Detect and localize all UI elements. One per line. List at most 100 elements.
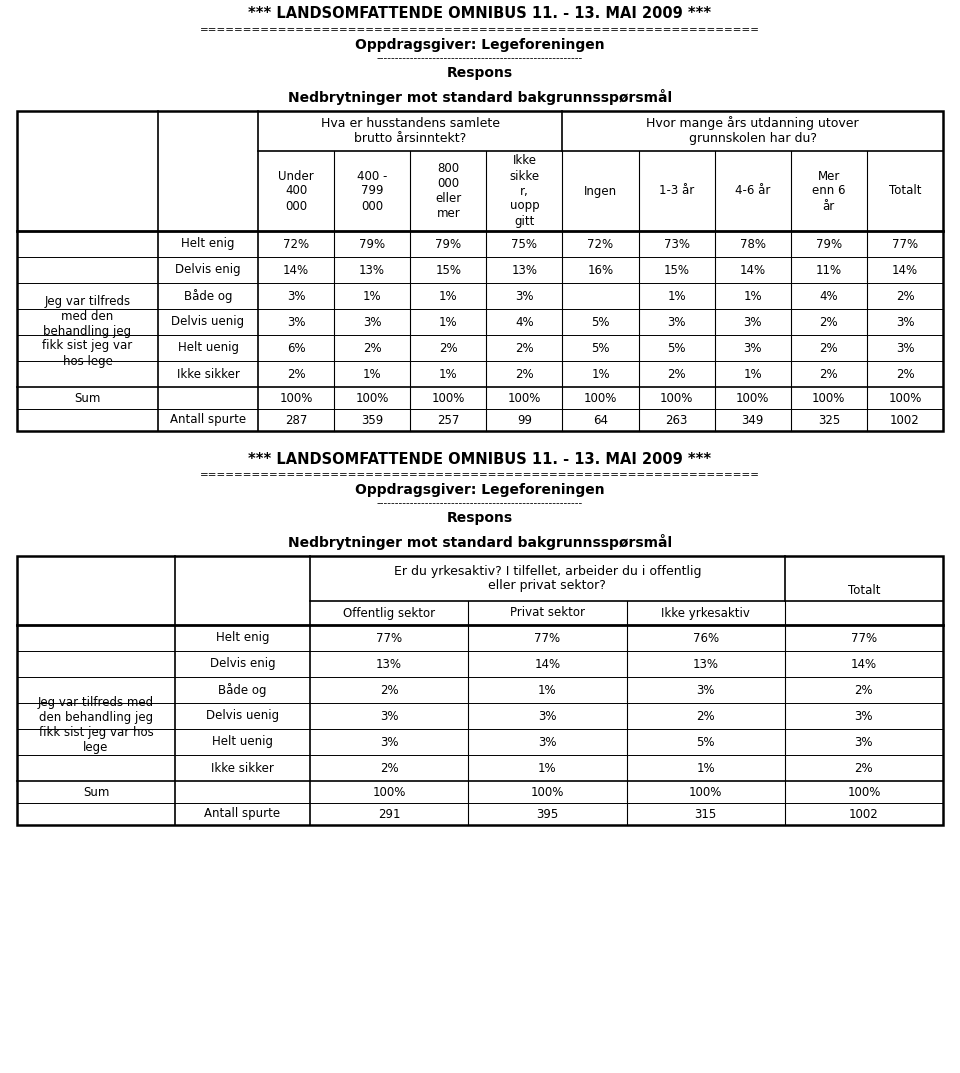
- Text: 1%: 1%: [667, 290, 686, 303]
- Text: Ingen: Ingen: [584, 185, 617, 197]
- Text: 2%: 2%: [363, 341, 381, 354]
- Text: 1%: 1%: [743, 290, 762, 303]
- Text: Nedbrytninger mot standard bakgrunnsspørsmål: Nedbrytninger mot standard bakgrunnsspør…: [288, 534, 672, 550]
- Text: Delvis uenig: Delvis uenig: [206, 709, 279, 722]
- Text: 16%: 16%: [588, 264, 613, 277]
- Text: 72%: 72%: [283, 237, 309, 250]
- Text: Antall spurte: Antall spurte: [170, 413, 246, 426]
- Text: Under
400
000: Under 400 000: [278, 170, 314, 212]
- Text: 3%: 3%: [854, 709, 874, 722]
- Text: Nedbrytninger mot standard bakgrunnsspørsmål: Nedbrytninger mot standard bakgrunnsspør…: [288, 89, 672, 105]
- Text: Delvis enig: Delvis enig: [175, 264, 241, 277]
- Text: 2%: 2%: [854, 762, 874, 775]
- Text: 78%: 78%: [740, 237, 766, 250]
- Text: Ikke sikker: Ikke sikker: [177, 367, 239, 381]
- Text: 1002: 1002: [890, 413, 920, 426]
- Text: 100%: 100%: [432, 392, 465, 405]
- Text: 64: 64: [593, 413, 608, 426]
- Text: 13%: 13%: [692, 658, 719, 671]
- Text: 2%: 2%: [854, 684, 874, 696]
- Text: 315: 315: [694, 808, 717, 821]
- Text: 349: 349: [741, 413, 764, 426]
- Text: 100%: 100%: [508, 392, 541, 405]
- Text: 2%: 2%: [896, 367, 914, 381]
- Text: Delvis enig: Delvis enig: [209, 658, 276, 671]
- Text: Respons: Respons: [447, 511, 513, 525]
- Text: ================================================================: ========================================…: [200, 470, 760, 480]
- Text: 72%: 72%: [588, 237, 613, 250]
- Text: 3%: 3%: [854, 735, 874, 749]
- Text: 77%: 77%: [851, 632, 876, 645]
- Text: 3%: 3%: [743, 341, 762, 354]
- Text: Jeg var tilfreds med
den behandling jeg
fikk sist jeg var hos
lege: Jeg var tilfreds med den behandling jeg …: [38, 696, 154, 754]
- Text: Helt enig: Helt enig: [181, 237, 235, 250]
- Text: 13%: 13%: [376, 658, 402, 671]
- Text: Ikke yrkesaktiv: Ikke yrkesaktiv: [661, 606, 750, 619]
- Text: 77%: 77%: [376, 632, 402, 645]
- Text: *** LANDSOMFATTENDE OMNIBUS 11. - 13. MAI 2009 ***: *** LANDSOMFATTENDE OMNIBUS 11. - 13. MA…: [249, 6, 711, 21]
- Text: Helt enig: Helt enig: [216, 632, 269, 645]
- Text: Både og: Både og: [183, 289, 232, 303]
- Text: 100%: 100%: [531, 785, 564, 798]
- Text: 1%: 1%: [538, 762, 557, 775]
- Text: 79%: 79%: [435, 237, 462, 250]
- Text: 14%: 14%: [892, 264, 918, 277]
- Text: 2%: 2%: [439, 341, 458, 354]
- Text: -------------------------------------------------------: ----------------------------------------…: [377, 498, 583, 508]
- Text: 1%: 1%: [743, 367, 762, 381]
- Text: 5%: 5%: [667, 341, 685, 354]
- Text: Sum: Sum: [74, 392, 101, 405]
- Text: 3%: 3%: [380, 709, 398, 722]
- Text: Ikke
sikke
r,
uopp
gitt: Ikke sikke r, uopp gitt: [510, 155, 540, 227]
- Text: 291: 291: [378, 808, 400, 821]
- Text: 6%: 6%: [287, 341, 305, 354]
- Bar: [17, 556, 943, 825]
- Text: 14%: 14%: [535, 658, 561, 671]
- Text: Antall spurte: Antall spurte: [204, 808, 280, 821]
- Text: Hva er husstandens samlete
brutto årsinntekt?: Hva er husstandens samlete brutto årsinn…: [321, 117, 500, 145]
- Text: Jeg var tilfreds
med den
behandling jeg
fikk sist jeg var
hos lege: Jeg var tilfreds med den behandling jeg …: [42, 294, 132, 367]
- Text: 3%: 3%: [896, 315, 914, 328]
- Text: 5%: 5%: [591, 315, 610, 328]
- Text: 2%: 2%: [820, 341, 838, 354]
- Text: 14%: 14%: [739, 264, 766, 277]
- Text: 1%: 1%: [538, 684, 557, 696]
- Text: 400 -
799
000: 400 - 799 000: [357, 170, 387, 212]
- Text: 4%: 4%: [820, 290, 838, 303]
- Text: 100%: 100%: [372, 785, 406, 798]
- Text: 1%: 1%: [439, 290, 458, 303]
- Text: Helt uenig: Helt uenig: [212, 735, 273, 749]
- Text: 2%: 2%: [820, 367, 838, 381]
- Text: 79%: 79%: [816, 237, 842, 250]
- Text: 2%: 2%: [516, 367, 534, 381]
- Text: 395: 395: [537, 808, 559, 821]
- Text: Mer
enn 6
år: Mer enn 6 år: [812, 170, 846, 212]
- Text: 4-6 år: 4-6 år: [735, 185, 771, 197]
- Text: 79%: 79%: [359, 237, 385, 250]
- Text: 2%: 2%: [820, 315, 838, 328]
- Text: Både og: Både og: [218, 684, 267, 697]
- Text: Privat sektor: Privat sektor: [510, 606, 585, 619]
- Text: 100%: 100%: [279, 392, 313, 405]
- Text: 14%: 14%: [283, 264, 309, 277]
- Text: Oppdragsgiver: Legeforeningen: Oppdragsgiver: Legeforeningen: [355, 483, 605, 497]
- Text: 3%: 3%: [287, 315, 305, 328]
- Text: Totalt: Totalt: [889, 185, 922, 197]
- Text: 11%: 11%: [816, 264, 842, 277]
- Text: 2%: 2%: [896, 290, 914, 303]
- Text: 100%: 100%: [847, 785, 880, 798]
- Text: 1%: 1%: [439, 367, 458, 381]
- Text: Respons: Respons: [447, 67, 513, 80]
- Text: Er du yrkesaktiv? I tilfellet, arbeider du i offentlig
eller privat sektor?: Er du yrkesaktiv? I tilfellet, arbeider …: [394, 564, 701, 592]
- Text: 4%: 4%: [516, 315, 534, 328]
- Text: 1-3 år: 1-3 år: [659, 185, 694, 197]
- Text: 77%: 77%: [535, 632, 561, 645]
- Text: Totalt: Totalt: [848, 584, 880, 597]
- Text: 2%: 2%: [696, 709, 715, 722]
- Text: 73%: 73%: [663, 237, 689, 250]
- Text: 76%: 76%: [692, 632, 719, 645]
- Text: 3%: 3%: [667, 315, 685, 328]
- Text: 2%: 2%: [287, 367, 305, 381]
- Text: 1002: 1002: [849, 808, 878, 821]
- Text: 3%: 3%: [896, 341, 914, 354]
